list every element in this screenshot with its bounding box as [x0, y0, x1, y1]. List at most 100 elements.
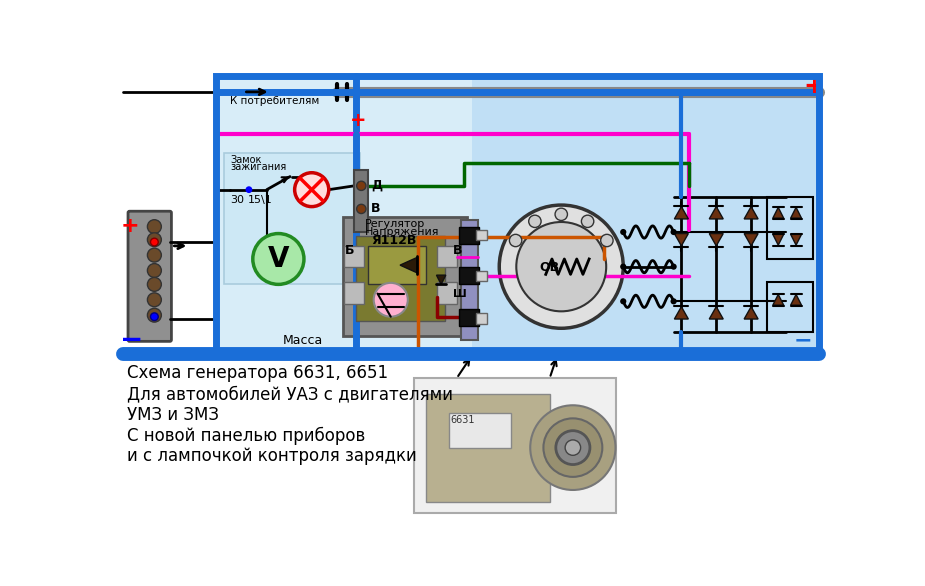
Text: Для автомобилей УАЗ с двигателями: Для автомобилей УАЗ с двигателями — [128, 385, 453, 403]
Text: +: + — [804, 74, 825, 98]
Text: К потребителям: К потребителям — [230, 96, 319, 106]
Polygon shape — [791, 294, 801, 305]
Bar — [367, 246, 426, 284]
Text: зажигания: зажигания — [230, 162, 287, 172]
Text: 30: 30 — [230, 195, 244, 205]
Polygon shape — [744, 207, 758, 219]
Circle shape — [529, 215, 541, 227]
Polygon shape — [772, 294, 783, 305]
Polygon shape — [791, 234, 801, 245]
Polygon shape — [674, 234, 688, 246]
Bar — [459, 227, 479, 244]
Text: +: + — [120, 216, 139, 236]
Text: V: V — [267, 245, 290, 273]
Bar — [459, 309, 479, 326]
Text: Напряжения: Напряжения — [365, 227, 439, 237]
Circle shape — [565, 440, 581, 455]
Bar — [216, 77, 472, 354]
Text: Замок: Замок — [230, 155, 262, 165]
Circle shape — [671, 229, 677, 235]
Circle shape — [147, 220, 161, 234]
Bar — [224, 154, 360, 284]
Bar — [354, 171, 368, 232]
Circle shape — [516, 222, 606, 311]
Circle shape — [147, 264, 161, 277]
Text: Я112В: Я112В — [371, 234, 417, 247]
Polygon shape — [744, 306, 758, 319]
Circle shape — [253, 234, 304, 284]
Bar — [344, 246, 364, 267]
Bar — [461, 220, 477, 340]
Polygon shape — [674, 306, 688, 319]
FancyBboxPatch shape — [128, 211, 171, 342]
Bar — [767, 197, 813, 259]
Polygon shape — [709, 306, 723, 319]
Polygon shape — [709, 207, 723, 219]
Polygon shape — [400, 257, 417, 273]
Circle shape — [620, 264, 626, 270]
Text: −: − — [794, 330, 812, 350]
Text: 15\1: 15\1 — [247, 195, 272, 205]
Bar — [438, 246, 457, 267]
Circle shape — [582, 215, 594, 227]
Polygon shape — [744, 234, 758, 246]
Text: +: + — [350, 111, 366, 130]
Bar — [767, 282, 813, 332]
Circle shape — [620, 298, 626, 304]
Bar — [476, 313, 487, 323]
Polygon shape — [437, 275, 446, 284]
Circle shape — [671, 264, 677, 270]
Bar — [426, 394, 549, 502]
Polygon shape — [709, 234, 723, 246]
Circle shape — [151, 238, 158, 246]
Circle shape — [374, 283, 408, 316]
Bar — [476, 230, 487, 240]
Text: и с лампочкой контроля зарядки: и с лампочкой контроля зарядки — [128, 448, 417, 465]
Circle shape — [530, 406, 615, 490]
Bar — [414, 379, 615, 513]
Text: Б: Б — [345, 244, 354, 257]
Bar — [476, 271, 487, 281]
Circle shape — [147, 277, 161, 291]
Circle shape — [357, 181, 366, 190]
Circle shape — [671, 298, 677, 304]
Polygon shape — [674, 207, 688, 219]
Circle shape — [151, 313, 158, 321]
Text: ОВ: ОВ — [539, 261, 560, 274]
Circle shape — [357, 205, 366, 213]
Text: Ш: Ш — [452, 289, 466, 299]
Polygon shape — [772, 234, 783, 245]
Circle shape — [556, 431, 590, 465]
Bar — [356, 236, 445, 321]
Bar — [459, 267, 479, 284]
Bar — [438, 282, 457, 304]
Bar — [342, 217, 467, 336]
Circle shape — [510, 234, 522, 247]
Polygon shape — [772, 207, 783, 218]
Bar — [449, 413, 511, 448]
Circle shape — [295, 173, 328, 207]
Circle shape — [500, 205, 623, 328]
Circle shape — [147, 293, 161, 306]
Text: Регулятор: Регулятор — [365, 219, 426, 229]
Text: Масса: Масса — [282, 333, 323, 347]
Circle shape — [620, 229, 626, 235]
Circle shape — [600, 234, 613, 247]
Bar — [344, 282, 364, 304]
Circle shape — [543, 418, 602, 477]
Text: Д: Д — [371, 179, 383, 192]
Polygon shape — [791, 207, 801, 218]
Text: 6631: 6631 — [450, 415, 475, 425]
Text: С новой панелью приборов: С новой панелью приборов — [128, 427, 365, 445]
Circle shape — [147, 308, 161, 322]
Bar — [472, 77, 820, 354]
Circle shape — [246, 187, 252, 192]
Circle shape — [555, 208, 567, 220]
Bar — [123, 74, 820, 359]
Text: −: − — [120, 325, 143, 353]
Circle shape — [147, 233, 161, 247]
Circle shape — [147, 248, 161, 262]
Text: Схема генератора 6631, 6651: Схема генератора 6631, 6651 — [128, 364, 388, 382]
Text: УМЗ и ЗМЗ: УМЗ и ЗМЗ — [128, 406, 219, 424]
Text: В: В — [371, 202, 381, 215]
